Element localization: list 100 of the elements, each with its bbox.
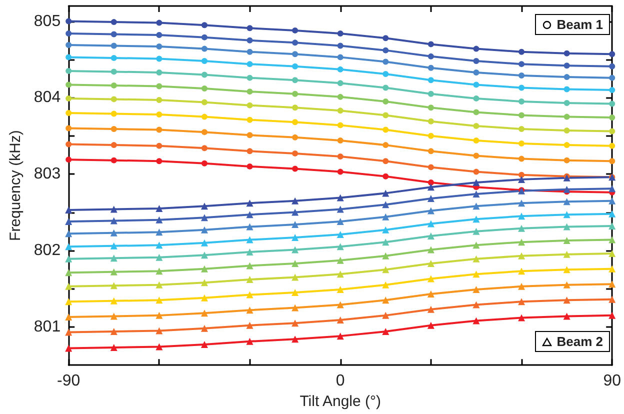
point <box>518 140 525 147</box>
point <box>200 265 208 272</box>
point <box>110 229 118 236</box>
point <box>382 252 390 260</box>
point <box>563 296 570 304</box>
point <box>110 54 117 61</box>
point <box>110 254 118 262</box>
point <box>609 100 616 107</box>
point <box>382 98 389 105</box>
point <box>336 243 344 250</box>
point <box>110 312 118 320</box>
point <box>518 72 525 79</box>
point <box>292 274 299 281</box>
point <box>110 328 118 335</box>
point <box>156 268 163 275</box>
point <box>200 252 208 259</box>
point <box>608 197 616 204</box>
point <box>110 82 117 88</box>
point <box>156 111 162 118</box>
point <box>246 236 254 244</box>
point <box>156 254 163 261</box>
point <box>563 198 570 206</box>
point <box>609 114 616 121</box>
point <box>292 27 298 34</box>
point <box>201 114 208 120</box>
point <box>156 69 162 76</box>
point <box>382 112 389 118</box>
point <box>246 223 254 230</box>
point <box>156 96 162 103</box>
point <box>563 223 570 230</box>
point <box>518 48 525 55</box>
point <box>292 246 299 254</box>
point <box>156 56 162 62</box>
point <box>518 268 526 275</box>
point <box>427 322 434 329</box>
point <box>66 68 72 74</box>
point <box>427 184 434 191</box>
point <box>110 217 118 224</box>
point <box>156 204 163 212</box>
point <box>336 316 344 324</box>
point <box>473 122 480 129</box>
point <box>518 314 526 322</box>
point <box>246 102 253 108</box>
point <box>246 132 253 138</box>
point <box>201 145 208 152</box>
point <box>292 208 299 216</box>
point <box>608 210 616 218</box>
point <box>608 296 616 303</box>
point <box>246 248 254 256</box>
point <box>427 220 434 228</box>
point <box>382 58 389 65</box>
point <box>518 84 525 91</box>
point <box>65 230 72 238</box>
point <box>292 197 299 204</box>
point <box>246 211 254 218</box>
x-tick-label: 0 <box>336 372 345 390</box>
point <box>156 43 162 50</box>
point <box>518 112 525 118</box>
point <box>246 61 253 68</box>
point <box>246 306 254 314</box>
point <box>382 126 389 133</box>
point <box>65 255 72 262</box>
point <box>473 137 480 144</box>
point <box>201 99 208 106</box>
point <box>337 168 344 175</box>
point <box>110 282 118 290</box>
point <box>428 77 434 84</box>
point <box>246 74 253 81</box>
point <box>428 118 434 124</box>
point <box>609 74 616 81</box>
point <box>427 195 434 202</box>
point <box>609 158 616 164</box>
point <box>609 128 616 134</box>
point <box>201 72 208 78</box>
point <box>156 228 163 236</box>
point <box>564 50 570 56</box>
point <box>473 58 480 64</box>
point <box>563 186 570 193</box>
point <box>292 304 299 312</box>
point <box>382 47 389 54</box>
x-axis-title: Tilt Angle (°) <box>300 393 382 410</box>
point <box>110 31 117 38</box>
point <box>609 142 616 149</box>
point <box>382 296 390 304</box>
point <box>472 301 480 308</box>
point <box>292 166 298 172</box>
point <box>156 242 163 249</box>
point <box>609 87 616 94</box>
point <box>382 201 390 208</box>
point <box>472 216 480 223</box>
point <box>336 270 344 278</box>
point <box>518 156 525 162</box>
point <box>608 312 616 319</box>
point <box>609 63 616 70</box>
point <box>472 270 480 278</box>
point <box>608 236 616 244</box>
point <box>518 61 525 68</box>
point <box>473 46 480 52</box>
point <box>382 35 389 42</box>
point <box>428 64 434 71</box>
